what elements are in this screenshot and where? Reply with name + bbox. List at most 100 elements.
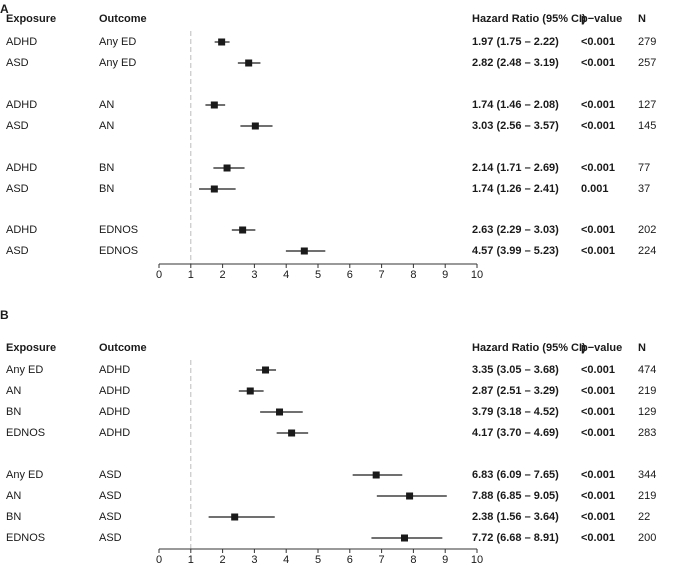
row-outcome: EDNOS xyxy=(99,224,138,236)
row-outcome: ASD xyxy=(99,511,122,523)
row-n: 37 xyxy=(638,183,650,195)
header-hazard-ratio: Hazard Ratio (95% CI) xyxy=(472,13,586,25)
x-tick-label: 2 xyxy=(220,554,226,565)
hr-marker xyxy=(300,247,308,255)
row-p-value: <0.001 xyxy=(581,99,615,111)
row-n: 127 xyxy=(638,99,656,111)
row-hazard-ratio: 4.17 (3.70 – 4.69) xyxy=(472,427,559,439)
row-n: 200 xyxy=(638,532,656,544)
x-tick-label: 7 xyxy=(379,554,385,565)
row-exposure: AN xyxy=(6,490,21,502)
x-tick-label: 7 xyxy=(379,269,385,281)
hr-marker xyxy=(218,38,226,46)
header-exposure: Exposure xyxy=(6,13,56,25)
row-exposure: ASD xyxy=(6,57,29,69)
row-hazard-ratio: 1.74 (1.26 – 2.41) xyxy=(472,183,559,195)
row-hazard-ratio: 2.63 (2.29 – 3.03) xyxy=(472,224,559,236)
table-row: AN ASD 7.88 (6.85 – 9.05) <0.001 219 xyxy=(6,490,656,502)
row-p-value: <0.001 xyxy=(581,406,615,418)
x-axis: 0 1 2 3 4 5 6 7 8 9 10 xyxy=(156,548,483,565)
row-outcome: BN xyxy=(99,162,114,174)
row-exposure: Any ED xyxy=(6,364,43,376)
header-outcome: Outcome xyxy=(99,13,147,25)
hr-marker xyxy=(372,471,380,479)
x-tick-label: 5 xyxy=(315,554,321,565)
row-n: 219 xyxy=(638,490,656,502)
x-tick-label: 2 xyxy=(220,269,226,281)
row-exposure: EDNOS xyxy=(6,427,45,439)
row-hazard-ratio: 3.79 (3.18 – 4.52) xyxy=(472,406,559,418)
header-n: N xyxy=(638,13,646,25)
x-tick-label: 0 xyxy=(156,269,162,281)
x-tick-label: 6 xyxy=(347,554,353,565)
row-p-value: <0.001 xyxy=(581,427,615,439)
x-tick-label: 6 xyxy=(347,269,353,281)
row-exposure: ADHD xyxy=(6,36,37,48)
table-row: AN ADHD 2.87 (2.51 – 3.29) <0.001 219 xyxy=(6,385,656,397)
row-hazard-ratio: 2.87 (2.51 – 3.29) xyxy=(472,385,559,397)
row-outcome: ADHD xyxy=(99,385,130,397)
row-exposure: EDNOS xyxy=(6,532,45,544)
hr-marker xyxy=(246,387,254,395)
row-p-value: <0.001 xyxy=(581,364,615,376)
row-n: 344 xyxy=(638,469,656,481)
row-n: 145 xyxy=(638,120,656,132)
x-tick-label: 1 xyxy=(188,554,194,565)
row-outcome: ASD xyxy=(99,469,122,481)
row-outcome: ADHD xyxy=(99,364,130,376)
row-n: 77 xyxy=(638,162,650,174)
panel-b: B Exposure Outcome Hazard Ratio (95% CI)p−v… xyxy=(0,308,656,565)
x-tick-label: 10 xyxy=(471,269,483,281)
row-n: 283 xyxy=(638,427,656,439)
row-p-value: <0.001 xyxy=(581,490,615,502)
table-row: ASD AN 3.03 (2.56 – 3.57) <0.001 145 xyxy=(6,120,656,132)
row-hazard-ratio: 1.97 (1.75 – 2.22) xyxy=(472,36,559,48)
row-hazard-ratio: 1.74 (1.46 – 2.08) xyxy=(472,99,559,111)
table-row: ASD EDNOS 4.57 (3.99 – 5.23) <0.001 224 xyxy=(6,245,656,257)
row-hazard-ratio: 4.57 (3.99 – 5.23) xyxy=(472,245,559,257)
x-tick-label: 3 xyxy=(251,554,257,565)
row-hazard-ratio: 7.72 (6.68 – 8.91) xyxy=(472,532,559,544)
row-p-value: <0.001 xyxy=(581,36,615,48)
x-tick-label: 5 xyxy=(315,269,321,281)
x-tick-label: 1 xyxy=(188,269,194,281)
row-exposure: ADHD xyxy=(6,162,37,174)
table-row: Any ED ADHD 3.35 (3.05 – 3.68) <0.001 474 xyxy=(6,364,656,376)
row-n: 257 xyxy=(638,57,656,69)
row-exposure: ASD xyxy=(6,183,29,195)
row-n: 129 xyxy=(638,406,656,418)
x-axis: 0 1 2 3 4 5 6 7 8 9 10 xyxy=(156,263,483,281)
header-hazard-ratio: Hazard Ratio (95% CI) xyxy=(472,342,586,354)
header-outcome: Outcome xyxy=(99,342,147,354)
table-row: EDNOS ADHD 4.17 (3.70 – 4.69) <0.001 283 xyxy=(6,427,656,439)
table-row: ASD Any ED 2.82 (2.48 – 3.19) <0.001 257 xyxy=(6,57,656,69)
header-n: N xyxy=(638,342,646,354)
row-exposure: BN xyxy=(6,511,21,523)
hr-marker xyxy=(400,534,408,542)
hr-marker xyxy=(245,59,253,67)
row-p-value: <0.001 xyxy=(581,120,615,132)
hr-marker xyxy=(231,513,239,521)
row-hazard-ratio: 2.82 (2.48 – 3.19) xyxy=(472,57,559,69)
row-p-value: 0.001 xyxy=(581,183,609,195)
row-outcome: ADHD xyxy=(99,406,130,418)
row-hazard-ratio: 3.35 (3.05 – 3.68) xyxy=(472,364,559,376)
row-outcome: EDNOS xyxy=(99,245,138,257)
hr-marker xyxy=(223,164,231,172)
hr-marker xyxy=(406,492,414,500)
table-row: EDNOS ASD 7.72 (6.68 – 8.91) <0.001 200 xyxy=(6,532,656,544)
row-p-value: <0.001 xyxy=(581,162,615,174)
row-exposure: Any ED xyxy=(6,469,43,481)
row-n: 202 xyxy=(638,224,656,236)
row-exposure: ASD xyxy=(6,245,29,257)
row-outcome: ASD xyxy=(99,532,122,544)
x-tick-label: 4 xyxy=(283,554,289,565)
hr-marker xyxy=(210,101,218,109)
hr-marker xyxy=(210,185,218,193)
row-p-value: <0.001 xyxy=(581,224,615,236)
row-hazard-ratio: 2.38 (1.56 – 3.64) xyxy=(472,511,559,523)
row-outcome: Any ED xyxy=(99,36,136,48)
x-tick-label: 4 xyxy=(283,269,289,281)
